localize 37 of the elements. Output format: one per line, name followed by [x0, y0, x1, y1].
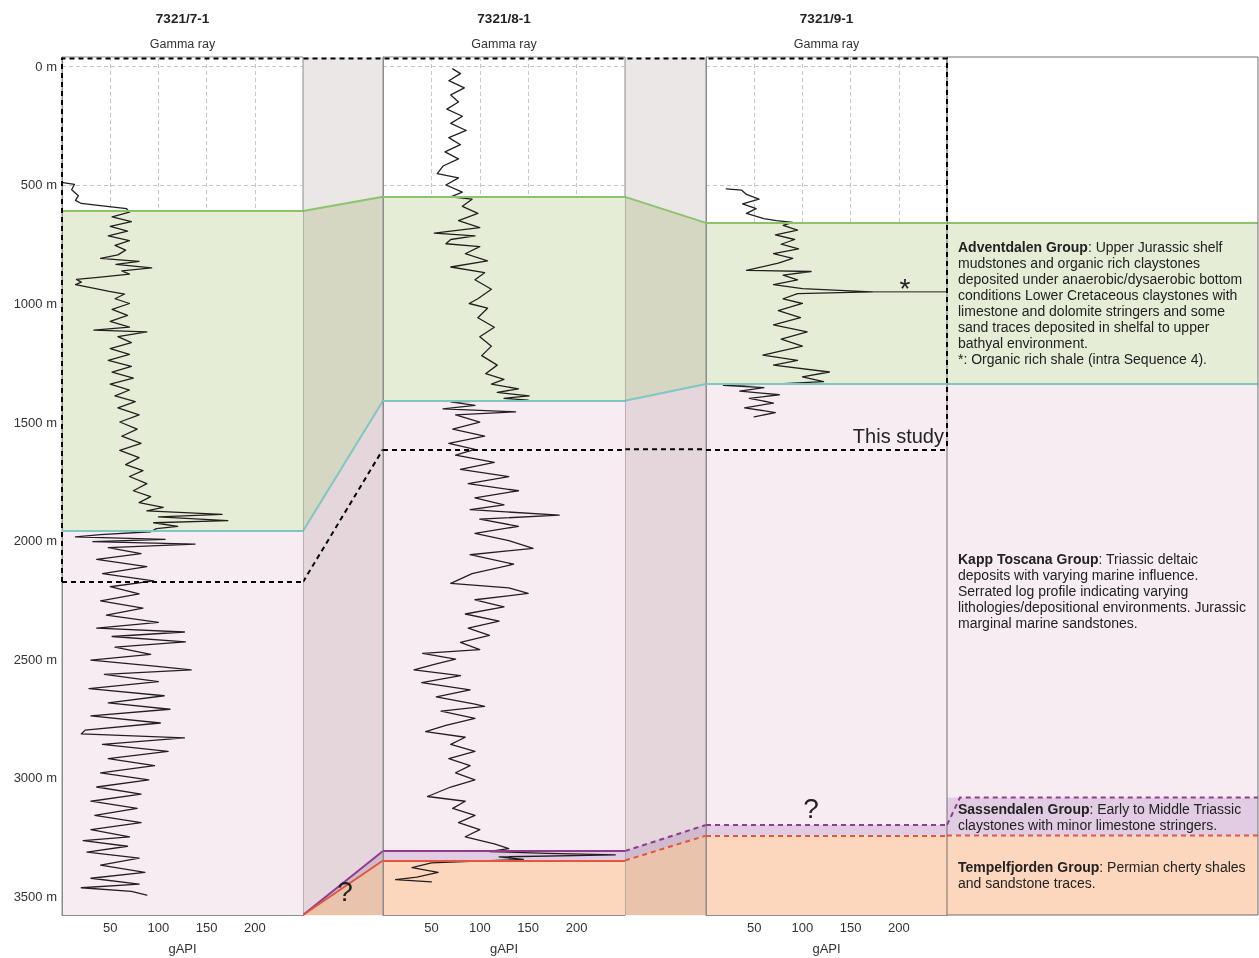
- band-label: Sassendalen Group: Early to Middle Triassic claystones with minor limestone stringers.: [958, 800, 1242, 833]
- x-tick-label: 50: [424, 920, 439, 935]
- text: Adventdalen Group: Upper Jurassic shelf mudstones and organic rich claystones deposited under anaerobic/dysaerobic bottom conditions Lower Cretaceous claystones with limestone and dolomite stringers and some sand traces deposited in shelfal to upper bathyal environment. *: Organic rich shale (intra Sequence 4).: [958, 239, 1243, 368]
- x-tick-label: 100: [147, 920, 170, 935]
- chart-title: 7321/9-1: [799, 10, 854, 26]
- y-tick-label: 3000 m: [13, 770, 57, 786]
- y-tick-label: 1500 m: [13, 414, 57, 430]
- x-tick-label: 50: [746, 920, 762, 935]
- chart-title: 7321/7-1: [155, 10, 210, 26]
- x-tick-label: 200: [243, 920, 266, 935]
- x-axis-title: gAPI: [489, 941, 519, 956]
- x-tick-label: 150: [195, 920, 218, 935]
- x-tick-label: 100: [468, 920, 491, 935]
- annotation: ?: [803, 793, 819, 825]
- x-tick-label: 150: [517, 920, 540, 935]
- y-tick-label: 1000 m: [13, 296, 57, 311]
- y-tick-label: 3500 m: [13, 888, 57, 904]
- x-axis-title: gAPI: [168, 941, 197, 956]
- x-tick-label: 200: [565, 920, 588, 935]
- chart-title: 7321/8-1: [477, 10, 532, 26]
- x-tick-label: 150: [839, 920, 862, 935]
- y-tick-label: 0 m: [35, 58, 57, 74]
- x-axis-title: gAPI: [812, 941, 841, 956]
- chart-subtitle: Gamma ray: [793, 37, 860, 51]
- text: ?: [337, 875, 353, 907]
- band-label: Kapp Toscana Group: Triassic deltaic deposits with varying marine influence. Serrated log profile indicating varying lithologies/depositional environments. Jurassic marginal marine sandstones.: [958, 550, 1246, 631]
- x-tick-label: 50: [102, 920, 118, 935]
- x-tick-label: 100: [791, 920, 814, 935]
- y-tick-label: 500 m: [20, 177, 57, 193]
- annotation: *: [899, 273, 911, 305]
- chart-subtitle: Gamma ray: [149, 37, 216, 51]
- x-tick-label: 200: [887, 920, 910, 935]
- y-tick-label: 2000 m: [13, 533, 57, 549]
- band-label: Tempelfjorden Group: Permian cherty shales and sandstone traces.: [958, 859, 1246, 892]
- y-tick-label: 2500 m: [13, 651, 57, 667]
- chart-subtitle: Gamma ray: [471, 37, 538, 51]
- ref-line-label: This study: [852, 425, 944, 448]
